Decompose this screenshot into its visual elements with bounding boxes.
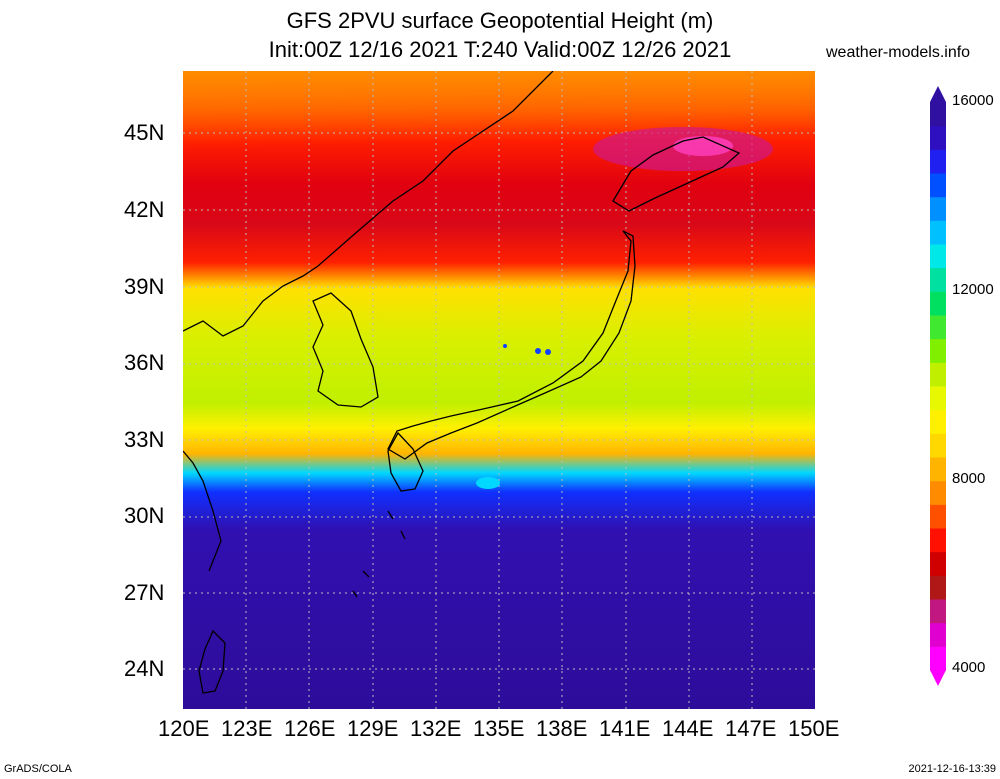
colorbar-swatch — [930, 315, 946, 340]
colorbar-label-8000: 8000 — [952, 470, 986, 487]
colorbar-swatch — [930, 646, 946, 671]
colorbar-swatch — [930, 149, 946, 174]
lon-label-135e: 135E — [473, 716, 525, 741]
lon-label-120e: 120E — [158, 716, 210, 741]
lon-label-132e: 132E — [410, 716, 462, 741]
map-overlay — [183, 71, 815, 709]
colorbar-label-12000: 12000 — [952, 281, 994, 298]
colorbar-swatch — [930, 457, 946, 482]
colorbar-swatch — [930, 622, 946, 647]
lon-label-147e: 147E — [725, 716, 777, 741]
footer-software: GrADS/COLA — [4, 763, 72, 775]
lat-label-30n: 30N — [124, 503, 165, 528]
colorbar-swatch — [930, 362, 946, 387]
lat-label-24n: 24N — [124, 656, 165, 681]
colorbar-swatch — [930, 551, 946, 576]
coastlines — [183, 71, 741, 694]
lat-label-45n: 45N — [124, 120, 165, 145]
colorbar-swatch — [930, 504, 946, 529]
map-subtitle: Init:00Z 12/16 2021 T:240 Valid:00Z 12/2… — [268, 37, 732, 62]
colorbar-swatch — [930, 386, 946, 411]
colorbar-label-4000: 4000 — [952, 659, 986, 676]
colorbar-swatch — [930, 480, 946, 505]
colorbar-swatch — [930, 220, 946, 245]
colorbar-top-arrow — [930, 86, 946, 102]
footer-timestamp: 2021-12-16-13:39 — [908, 763, 996, 775]
lon-label-123e: 123E — [221, 716, 273, 741]
colorbar-swatch — [930, 575, 946, 600]
colorbar-swatch — [930, 196, 946, 221]
colorbar-swatch — [930, 244, 946, 269]
colorbar-swatch — [930, 433, 946, 458]
colorbar-bottom-arrow — [930, 670, 946, 686]
geopotential-map — [183, 71, 815, 709]
lon-label-150e: 150E — [788, 716, 840, 741]
gridlines — [183, 71, 815, 709]
credit-label: weather-models.info — [826, 44, 971, 61]
lon-label-141e: 141E — [599, 716, 651, 741]
lon-label-144e: 144E — [662, 716, 714, 741]
lat-label-27n: 27N — [124, 580, 165, 605]
lat-label-33n: 33N — [124, 427, 165, 452]
colorbar-swatch — [930, 409, 946, 434]
colorbar-swatch — [930, 291, 946, 316]
colorbar-swatch — [930, 528, 946, 553]
map-title: GFS 2PVU surface Geopotential Height (m) — [286, 8, 714, 33]
lat-label-39n: 39N — [124, 274, 165, 299]
colorbar-swatch — [930, 125, 946, 150]
lon-label-126e: 126E — [284, 716, 336, 741]
colorbar-swatch — [930, 173, 946, 198]
colorbar-swatch — [930, 338, 946, 363]
lat-label-42n: 42N — [124, 197, 165, 222]
colorbar-swatch — [930, 267, 946, 292]
colorbar-swatch — [930, 102, 946, 127]
colorbar-swatch — [930, 599, 946, 624]
lat-label-36n: 36N — [124, 350, 165, 375]
lon-label-138e: 138E — [536, 716, 588, 741]
colorbar-label-16000: 16000 — [952, 92, 994, 109]
lon-label-129e: 129E — [347, 716, 399, 741]
colorbar — [930, 86, 946, 686]
